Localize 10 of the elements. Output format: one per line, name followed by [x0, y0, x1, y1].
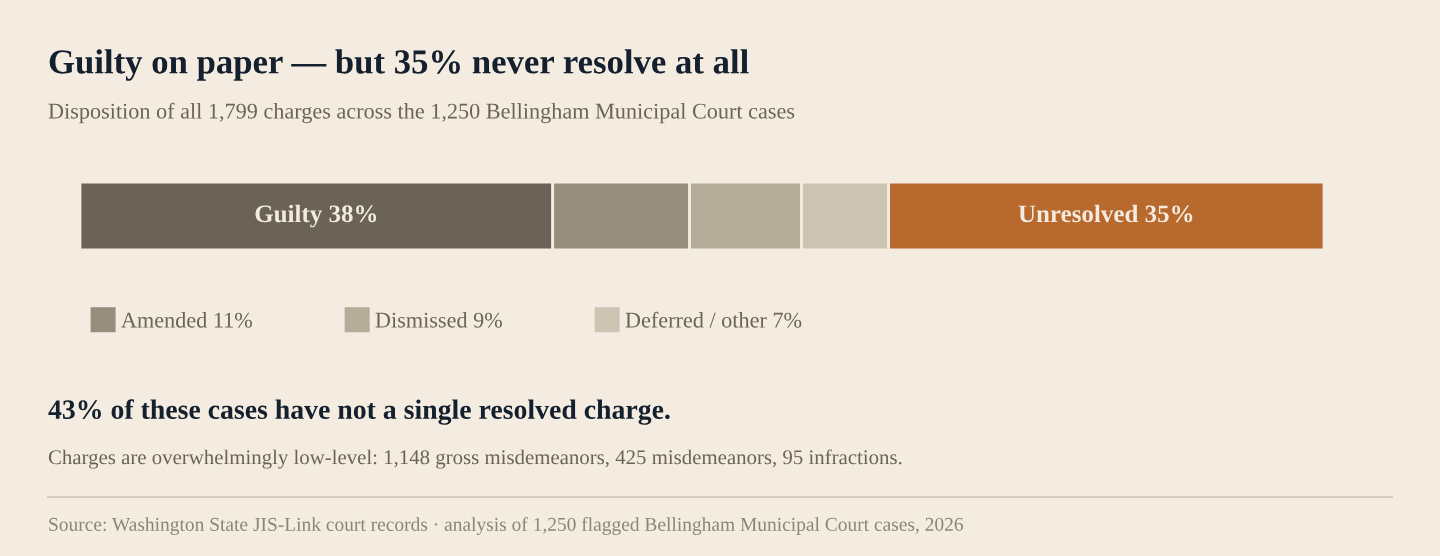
legend-label: Dismissed 9% — [375, 311, 502, 328]
data-label: Guilty 38% — [255, 204, 377, 228]
text: Charges are overwhelmingly low-level: 1,148 gross misdemeanors, 425 misdemeanors, 95 infractions. — [48, 449, 902, 469]
source-note: Source: Washington State JIS-Link court records · analysis of 1,250 flagged Bellingham Municipal Court cases, 2026 — [49, 517, 963, 535]
legend-label: Deferred / other 7% — [625, 311, 802, 328]
text: 43% of these cases have not a single resolved charge. — [48, 399, 670, 425]
chart-title: Guilty on paper — but 35% never resolve at all — [49, 49, 749, 81]
legend-label: Amended 11% — [121, 311, 252, 328]
data-label: Unresolved 35% — [1018, 204, 1193, 223]
chart-subtitle: Disposition of all 1,799 charges across the 1,250 Bellingham Municipal Court cases — [48, 102, 795, 124]
